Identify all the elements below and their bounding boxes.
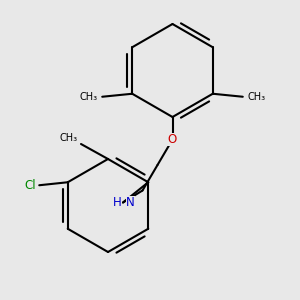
Text: CH₃: CH₃ (60, 133, 78, 143)
Text: O: O (168, 133, 177, 146)
Text: CH₃: CH₃ (247, 92, 265, 102)
Text: N: N (126, 196, 135, 209)
Text: H: H (112, 196, 122, 209)
Text: Cl: Cl (24, 179, 36, 192)
Text: CH₃: CH₃ (80, 92, 98, 102)
